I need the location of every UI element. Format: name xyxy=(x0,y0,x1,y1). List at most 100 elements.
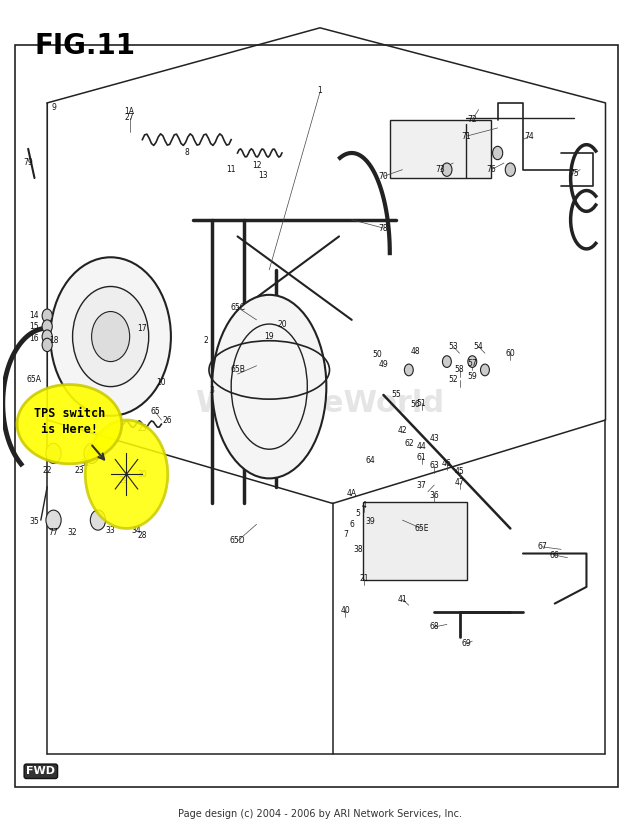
Text: 61: 61 xyxy=(417,453,426,462)
Circle shape xyxy=(42,309,52,323)
Text: 58: 58 xyxy=(455,365,465,375)
Text: WebBikeWorld: WebBikeWorld xyxy=(195,389,445,417)
Circle shape xyxy=(90,510,106,530)
Circle shape xyxy=(84,444,99,464)
Text: 38: 38 xyxy=(353,545,363,554)
Text: 16: 16 xyxy=(29,333,39,343)
Text: 40: 40 xyxy=(340,606,350,615)
Text: 65B: 65B xyxy=(230,365,245,375)
Text: 5: 5 xyxy=(356,509,360,518)
Circle shape xyxy=(493,146,503,160)
Text: 33: 33 xyxy=(106,526,115,534)
Circle shape xyxy=(481,364,490,375)
FancyBboxPatch shape xyxy=(390,119,492,178)
Text: 14: 14 xyxy=(29,311,39,320)
Text: 28: 28 xyxy=(138,531,147,539)
Text: 66: 66 xyxy=(550,551,559,559)
Text: 51: 51 xyxy=(417,399,426,407)
Text: 64: 64 xyxy=(366,455,376,465)
Text: 74: 74 xyxy=(525,132,534,141)
Text: 65D: 65D xyxy=(230,537,245,545)
Text: 52: 52 xyxy=(449,375,458,385)
Text: FIG.11: FIG.11 xyxy=(35,32,136,60)
Text: 34: 34 xyxy=(131,526,141,534)
Text: 62: 62 xyxy=(404,438,413,448)
Text: 7: 7 xyxy=(343,530,348,538)
Text: 12: 12 xyxy=(252,161,261,170)
Circle shape xyxy=(46,444,61,464)
Text: 67: 67 xyxy=(537,543,547,551)
Text: 65A: 65A xyxy=(27,375,42,385)
Text: 21: 21 xyxy=(360,574,369,583)
Circle shape xyxy=(72,286,148,386)
Text: 75: 75 xyxy=(569,170,579,178)
Text: 1: 1 xyxy=(317,86,323,95)
Text: 46: 46 xyxy=(442,459,452,468)
Text: 31: 31 xyxy=(81,459,90,468)
Text: 36: 36 xyxy=(429,491,439,500)
Text: 25: 25 xyxy=(138,424,147,433)
Text: 50: 50 xyxy=(372,350,382,360)
Text: 72: 72 xyxy=(467,115,477,124)
Text: 63: 63 xyxy=(429,461,439,470)
Text: 11: 11 xyxy=(227,165,236,174)
Text: 49: 49 xyxy=(379,360,388,369)
Text: 30: 30 xyxy=(138,470,147,479)
Text: 42: 42 xyxy=(397,426,407,434)
Text: 1A: 1A xyxy=(125,107,134,116)
Text: 37: 37 xyxy=(417,480,426,490)
Text: 13: 13 xyxy=(258,171,268,180)
Circle shape xyxy=(442,356,451,367)
Text: 15: 15 xyxy=(29,322,39,331)
Text: 29: 29 xyxy=(118,475,128,485)
Text: 45: 45 xyxy=(454,467,465,476)
Text: 69: 69 xyxy=(461,639,471,648)
Text: 8: 8 xyxy=(184,149,189,157)
Text: 79: 79 xyxy=(23,159,33,167)
Text: 57: 57 xyxy=(467,359,477,368)
Text: 68: 68 xyxy=(429,622,439,632)
Circle shape xyxy=(85,420,168,528)
Text: 54: 54 xyxy=(474,342,483,351)
Text: 9: 9 xyxy=(51,102,56,112)
Text: 47: 47 xyxy=(454,478,465,487)
Text: 35: 35 xyxy=(29,517,40,527)
Circle shape xyxy=(505,163,515,176)
Text: 27: 27 xyxy=(125,113,134,123)
Text: 10: 10 xyxy=(157,378,166,387)
Circle shape xyxy=(442,163,452,176)
Text: 2: 2 xyxy=(204,336,208,345)
Text: 17: 17 xyxy=(138,323,147,333)
Text: Page design (c) 2004 - 2006 by ARI Network Services, Inc.: Page design (c) 2004 - 2006 by ARI Netwo… xyxy=(178,809,462,819)
Text: 41: 41 xyxy=(397,595,407,604)
Text: 23: 23 xyxy=(74,465,84,475)
Text: 20: 20 xyxy=(277,319,287,328)
Text: 78: 78 xyxy=(379,223,388,233)
Text: 22: 22 xyxy=(42,465,52,475)
Text: 3: 3 xyxy=(210,386,214,396)
Text: 71: 71 xyxy=(461,132,471,141)
Ellipse shape xyxy=(212,295,326,479)
Text: 55: 55 xyxy=(391,391,401,400)
Text: 56: 56 xyxy=(410,401,420,409)
Text: 77: 77 xyxy=(49,528,58,537)
Text: 48: 48 xyxy=(410,347,420,356)
Circle shape xyxy=(42,320,52,333)
Text: 19: 19 xyxy=(264,332,274,341)
Text: 44: 44 xyxy=(417,442,426,451)
Circle shape xyxy=(468,356,477,367)
Text: 65C: 65C xyxy=(230,303,245,312)
Text: 73: 73 xyxy=(436,165,445,174)
Text: 26: 26 xyxy=(163,416,173,424)
FancyBboxPatch shape xyxy=(363,501,467,580)
Text: 4A: 4A xyxy=(347,489,356,498)
Circle shape xyxy=(42,330,52,344)
Text: 65E: 65E xyxy=(414,524,429,533)
Circle shape xyxy=(404,364,413,375)
Circle shape xyxy=(51,257,171,416)
Text: 43: 43 xyxy=(429,433,439,443)
Text: TPS switch
is Here!: TPS switch is Here! xyxy=(34,407,105,436)
Text: 4: 4 xyxy=(362,501,367,510)
Ellipse shape xyxy=(17,385,122,464)
Text: 70: 70 xyxy=(379,172,388,181)
